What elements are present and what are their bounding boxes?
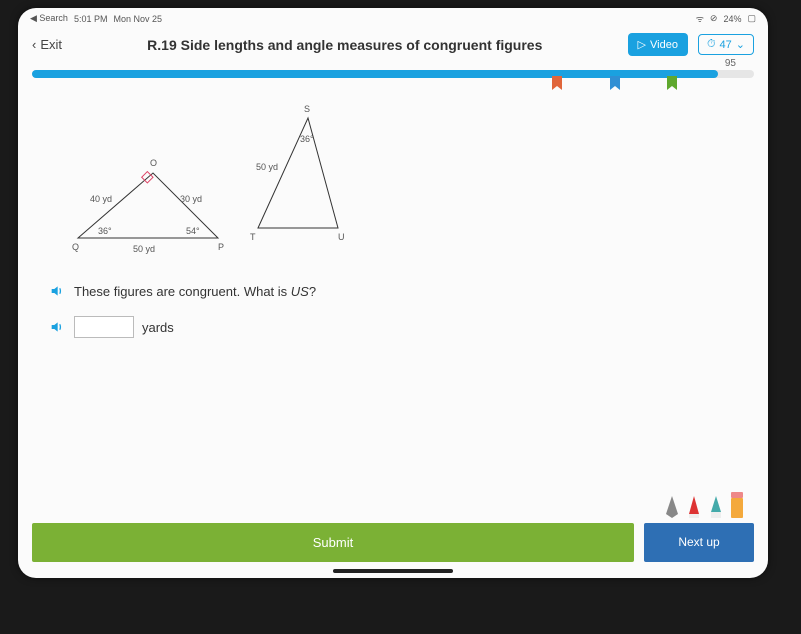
figure-area: Q O P 40 yd 30 yd 50 yd 36° 54° S T U 50…: [48, 98, 738, 268]
answer-unit: yards: [142, 320, 174, 335]
vertex-q: Q: [72, 242, 79, 252]
side-op: 30 yd: [180, 194, 202, 204]
page-title: R.19 Side lengths and angle measures of …: [72, 37, 618, 53]
pen-red-icon[interactable]: [686, 496, 702, 518]
progress-bar: 95: [32, 70, 754, 78]
smartscore: 95: [725, 58, 736, 69]
speaker-icon-2[interactable]: [48, 318, 66, 336]
battery-icon: ▢: [747, 13, 756, 24]
triangle-stu: S T U 50 yd 36°: [238, 98, 368, 248]
eraser-icon[interactable]: [730, 492, 744, 518]
score-pill[interactable]: ⏱ 47 ⌄: [698, 34, 754, 55]
answer-input[interactable]: [74, 316, 134, 338]
home-indicator[interactable]: [333, 569, 453, 573]
score-value: 47: [720, 39, 732, 51]
triangle-qop: Q O P 40 yd 30 yd 50 yd 36° 54°: [58, 138, 238, 268]
vertex-t: T: [250, 232, 256, 242]
exit-button[interactable]: ‹ Exit: [32, 37, 62, 52]
app-screen: ◀ Search 5:01 PM Mon Nov 25 ᯤ ⊘ 24% ▢ ‹ …: [18, 8, 768, 578]
next-up-button[interactable]: Next up: [644, 523, 754, 562]
highlighter-icon[interactable]: [708, 496, 724, 518]
exit-label: Exit: [40, 37, 62, 52]
battery-pct: 24%: [723, 14, 741, 24]
question-text: These figures are congruent. What is US?: [74, 284, 316, 299]
footer: Submit Next up: [32, 523, 754, 562]
vertex-s: S: [304, 104, 310, 114]
submit-button[interactable]: Submit: [32, 523, 634, 562]
back-to-search[interactable]: ◀ Search: [30, 13, 68, 24]
chevron-down-icon: ⌄: [736, 38, 745, 51]
answer-row: yards: [48, 316, 738, 338]
header: ‹ Exit R.19 Side lengths and angle measu…: [18, 27, 768, 66]
side-qo: 40 yd: [90, 194, 112, 204]
speaker-icon[interactable]: [48, 282, 66, 300]
angle-p: 54°: [186, 226, 200, 236]
status-date: Mon Nov 25: [113, 14, 162, 24]
clock-icon: ⏱: [707, 38, 716, 51]
status-time: 5:01 PM: [74, 14, 108, 24]
vertex-p: P: [218, 242, 224, 252]
pencil-icon[interactable]: [664, 496, 680, 518]
status-bar: ◀ Search 5:01 PM Mon Nov 25 ᯤ ⊘ 24% ▢: [18, 8, 768, 27]
angle-s: 36°: [300, 134, 314, 144]
video-label: Video: [650, 39, 678, 51]
wifi-icon: ᯤ: [696, 12, 704, 25]
vertex-u: U: [338, 232, 345, 242]
scratchpad-tools: [664, 492, 744, 518]
side-ts: 50 yd: [256, 162, 278, 172]
question-row: These figures are congruent. What is US?: [48, 282, 738, 300]
video-button[interactable]: ▷ Video: [628, 33, 688, 56]
chevron-left-icon: ‹: [32, 37, 36, 52]
angle-q: 36°: [98, 226, 112, 236]
question-area: Q O P 40 yd 30 yd 50 yd 36° 54° S T U 50…: [18, 78, 768, 408]
play-icon: ▷: [638, 38, 646, 51]
vertex-o: O: [150, 158, 157, 168]
rotation-lock-icon: ⊘: [710, 13, 718, 24]
side-qp: 50 yd: [133, 244, 155, 254]
progress-track: [32, 70, 754, 78]
